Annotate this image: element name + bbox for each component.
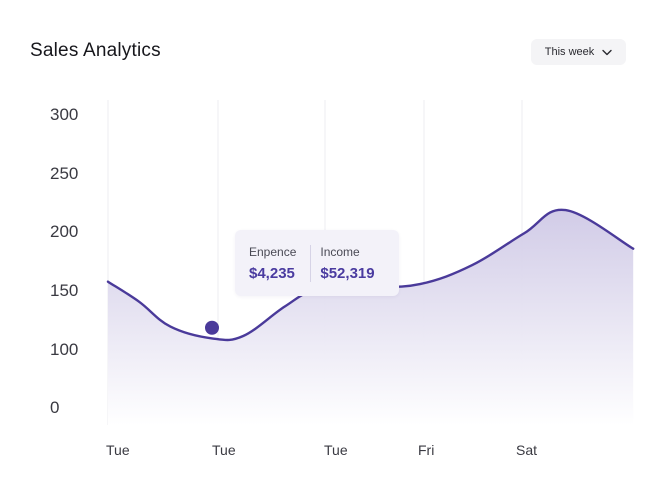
highlight-point[interactable] <box>205 320 219 335</box>
range-select-label: This week <box>544 46 595 58</box>
chart-tooltip: Enpence $4,235 Income $52,319 <box>235 230 399 296</box>
area-fill <box>108 209 634 425</box>
page-title: Sales Analytics <box>30 40 161 61</box>
tooltip-income-value: $52,319 <box>320 264 375 282</box>
y-axis: 300 250 200 150 100 0 <box>50 105 78 417</box>
tooltip-income-label: Income <box>320 244 360 259</box>
x-tick-label: Tue <box>106 442 130 458</box>
y-tick-label: 150 <box>50 281 78 300</box>
tooltip-expense-label: Enpence <box>249 244 297 259</box>
x-tick-label: Sat <box>516 442 537 458</box>
y-tick-label: 0 <box>50 398 59 417</box>
x-axis: Tue Tue Tue Fri Sat <box>106 442 537 458</box>
y-tick-label: 300 <box>50 105 78 124</box>
y-tick-label: 200 <box>50 222 78 241</box>
y-tick-label: 100 <box>50 340 78 359</box>
x-tick-label: Tue <box>324 442 348 458</box>
tooltip-income: Income $52,319 <box>310 244 388 282</box>
chevron-down-icon <box>602 49 612 55</box>
x-tick-label: Tue <box>212 442 236 458</box>
tooltip-expense: Enpence $4,235 <box>235 245 310 282</box>
y-tick-label: 250 <box>50 164 78 183</box>
range-select[interactable]: This week <box>531 39 626 65</box>
x-tick-label: Fri <box>418 442 434 458</box>
tooltip-expense-value: $4,235 <box>249 264 295 282</box>
